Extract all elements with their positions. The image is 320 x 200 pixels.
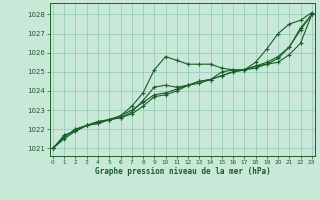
X-axis label: Graphe pression niveau de la mer (hPa): Graphe pression niveau de la mer (hPa): [94, 167, 270, 176]
